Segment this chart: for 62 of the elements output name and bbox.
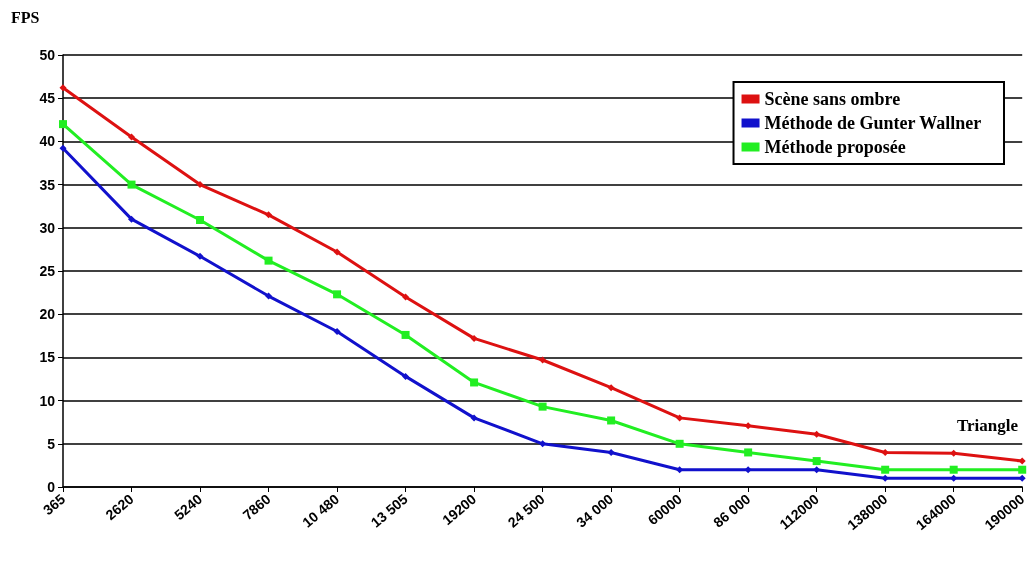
- point: [607, 448, 615, 456]
- x-tick-label: 13 505: [367, 490, 411, 531]
- point: [333, 248, 341, 256]
- point: [196, 181, 204, 189]
- point: [128, 215, 136, 223]
- point: [881, 448, 889, 456]
- y-tick-label: 45: [39, 90, 56, 107]
- y-tick-label: 40: [39, 133, 56, 150]
- y-tick-label: 0: [47, 479, 56, 495]
- point: [470, 378, 479, 387]
- point: [950, 474, 958, 482]
- point: [402, 372, 410, 380]
- point: [402, 293, 410, 301]
- x-tick-label: 34 000: [573, 490, 617, 531]
- point: [264, 256, 273, 265]
- point: [744, 448, 753, 457]
- point: [881, 465, 890, 474]
- point: [401, 330, 410, 339]
- legend-label: Scène sans ombre: [764, 89, 901, 109]
- x-tick-label: 10 480: [299, 490, 343, 531]
- point: [1018, 474, 1026, 482]
- x-tick-label: 24 500: [504, 490, 548, 531]
- point: [813, 466, 821, 474]
- point: [470, 414, 478, 422]
- point: [470, 334, 478, 342]
- point: [333, 290, 342, 299]
- point: [265, 292, 273, 300]
- point: [539, 440, 547, 448]
- y-tick-label: 15: [39, 349, 56, 366]
- y-tick-label: 10: [39, 392, 56, 409]
- point: [333, 327, 341, 335]
- point: [607, 416, 616, 425]
- point: [1018, 457, 1026, 465]
- point: [881, 474, 889, 482]
- y-tick-label: 5: [47, 435, 56, 452]
- point: [1018, 465, 1027, 474]
- point: [949, 465, 958, 474]
- point: [813, 430, 821, 438]
- point: [196, 216, 205, 225]
- y-tick-label: 20: [39, 306, 56, 323]
- point: [127, 180, 136, 189]
- point: [128, 133, 136, 141]
- point: [675, 439, 684, 448]
- point: [265, 211, 273, 219]
- point: [607, 384, 615, 392]
- point: [59, 84, 67, 92]
- x-tick-label: 86 000: [710, 490, 754, 531]
- point: [812, 457, 821, 466]
- point: [196, 252, 204, 260]
- point: [744, 466, 752, 474]
- y-tick-label: 50: [39, 47, 56, 63]
- y-tick-label: 25: [39, 263, 56, 279]
- y-tick-label: 35: [39, 176, 56, 193]
- y-axis-title: FPS: [11, 8, 40, 26]
- point: [539, 356, 547, 364]
- point: [538, 402, 547, 411]
- legend-label: Méthode de Gunter Wallner: [764, 113, 982, 133]
- x-axis-title: Triangle: [956, 416, 1019, 435]
- legend-label: Méthode proposée: [764, 137, 906, 157]
- point: [744, 422, 752, 430]
- y-tick-label: 30: [39, 219, 56, 236]
- point: [59, 120, 67, 129]
